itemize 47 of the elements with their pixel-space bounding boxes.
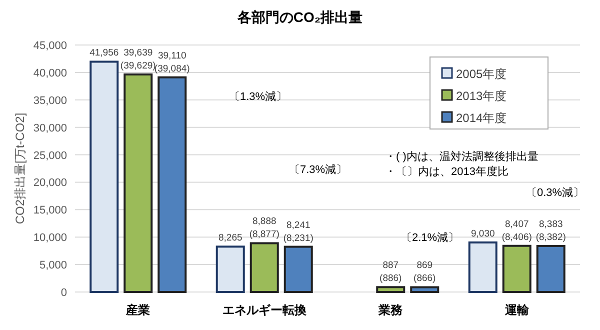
bar (250, 242, 279, 293)
data-label: 869 (866) (414, 260, 436, 284)
y-tick-label: 25,000 (33, 150, 67, 162)
bar (124, 73, 153, 293)
annotation: ・( )内は、温対法調整後排出量 (385, 150, 538, 163)
bar (536, 244, 566, 293)
chart-title: 各部門のCO₂排出量 (236, 9, 363, 25)
annotation: ・〔〕内は、2013年度比 (385, 165, 508, 178)
data-label: 8,383 (8,382) (536, 218, 566, 243)
bar (468, 241, 498, 293)
y-tick-label: 45,000 (33, 40, 67, 52)
data-label: 39,110 (39,084) (154, 50, 190, 74)
bar (158, 76, 187, 293)
data-label: 887 (886) (380, 260, 402, 284)
bar (90, 60, 119, 293)
bar (376, 286, 406, 293)
annotation: 〔7.3%減〕 (288, 163, 348, 176)
annotation: 〔1.3%減〕 (228, 90, 288, 103)
annotation: 〔0.3%減〕 (526, 186, 584, 199)
legend-label: 2014年度 (456, 111, 507, 125)
data-label: 8,265 (218, 232, 242, 244)
x-tick-label: 業務 (378, 303, 404, 317)
x-tick-label: 産業 (125, 303, 150, 317)
bar (502, 244, 532, 293)
bar (216, 246, 245, 293)
data-label: 8,888 (8,877) (249, 216, 280, 240)
y-tick-label: 40,000 (33, 67, 67, 80)
bar (284, 246, 313, 293)
y-tick-label: 30,000 (33, 122, 67, 134)
x-tick-label: エネルギー転換 (222, 303, 308, 317)
y-tick-label: 35,000 (33, 94, 67, 107)
annotation: 〔2.1%減〕 (400, 231, 460, 244)
legend-label: 2005年度 (456, 67, 507, 81)
y-tick-label: 10,000 (33, 232, 67, 244)
y-tick-label: 20,000 (33, 177, 67, 190)
x-tick-label: 運輸 (504, 303, 530, 317)
data-label: 9,030 (470, 228, 495, 240)
legend-label: 2013年度 (456, 89, 507, 103)
data-label: 39,639 (39,629) (120, 47, 156, 72)
y-tick-label: 0 (60, 287, 67, 299)
y-axis-title: CO2排出量[万t-CO2] (13, 112, 27, 224)
data-label: 8,407 (8,406) (502, 218, 532, 243)
y-tick-label: 15,000 (33, 204, 67, 217)
data-label: 8,241 (8,231) (283, 220, 314, 244)
bar (410, 286, 440, 293)
data-label: 41,956 (90, 48, 119, 59)
y-tick-label: 5,000 (39, 260, 67, 272)
